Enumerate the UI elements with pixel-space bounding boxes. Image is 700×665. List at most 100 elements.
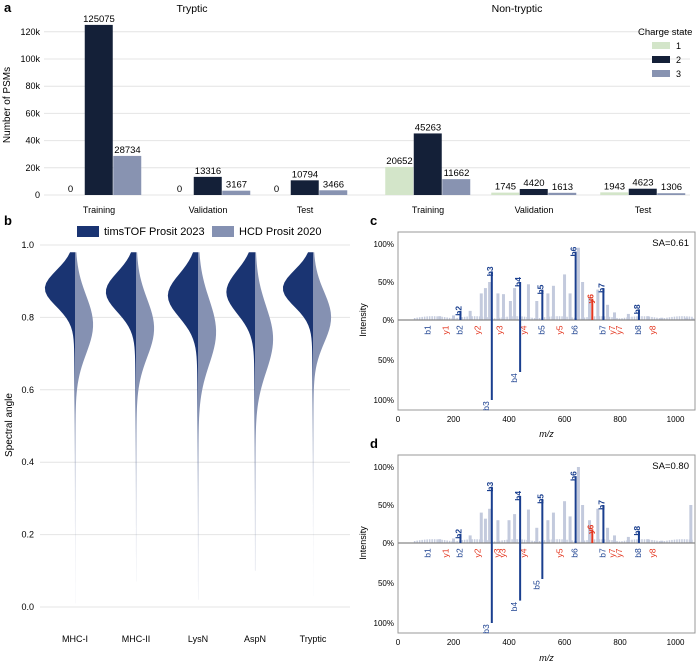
b-violin-hcd bbox=[313, 252, 332, 597]
c-top-ion-label: b8 bbox=[632, 304, 642, 314]
c-top-ion-label: b3 bbox=[485, 266, 495, 276]
d-bottom-ion-label: b2 bbox=[454, 548, 464, 558]
a-bar-value-label: 1613 bbox=[552, 182, 573, 193]
c-x-tick-label: 1000 bbox=[667, 415, 685, 424]
c-y-tick-label: 100% bbox=[374, 396, 394, 405]
a-y-ticks: 0 20k 40k 60k 80k 100k 120k bbox=[20, 27, 40, 200]
d-y-tick-label: 0% bbox=[382, 539, 394, 548]
b-legend-label-hcd: HCD Prosit 2020 bbox=[239, 226, 322, 238]
a-bar-charge3 bbox=[319, 190, 348, 195]
d-x-tick-label: 600 bbox=[558, 638, 572, 647]
b-y-tick-label: 0.2 bbox=[21, 530, 34, 540]
a-category-label: Training bbox=[83, 205, 115, 215]
panel-b-violin-chart: timsTOF Prosit 2023 HCD Prosit 2020 0.0 0… bbox=[4, 226, 350, 644]
c-y-tick-label: 0% bbox=[382, 316, 394, 325]
d-y-axis-label: Intensity bbox=[358, 526, 368, 560]
d-top-ion-label: y5 bbox=[554, 548, 564, 557]
a-bar-charge2 bbox=[519, 188, 548, 195]
a-bar-charge2 bbox=[193, 176, 222, 195]
a-bar-value-label: 3167 bbox=[226, 180, 247, 191]
c-y-axis-label: Intensity bbox=[358, 303, 368, 337]
a-bar-charge3 bbox=[657, 193, 686, 195]
d-x-tick-label: 0 bbox=[396, 638, 401, 647]
c-top-ion-label: y1 bbox=[441, 325, 451, 334]
a-legend-label-3: 3 bbox=[676, 69, 681, 79]
a-bar-charge2 bbox=[290, 180, 319, 195]
d-x-tick-label: 200 bbox=[447, 638, 461, 647]
d-y-tick-label: 50% bbox=[378, 501, 394, 510]
b-legend: timsTOF Prosit 2023 HCD Prosit 2020 bbox=[77, 226, 322, 238]
b-y-tick-label: 0.0 bbox=[21, 602, 34, 612]
a-bar-value-label: 0 bbox=[177, 184, 182, 195]
a-bar-charge3 bbox=[222, 190, 251, 195]
c-top-ion-label: b1 bbox=[423, 325, 433, 335]
a-legend-swatch-1 bbox=[652, 42, 670, 49]
a-bar-value-label: 1306 bbox=[661, 182, 682, 193]
b-category-label: LysN bbox=[188, 634, 208, 644]
b-y-ticks: 0.0 0.2 0.4 0.6 0.8 1.0 bbox=[21, 240, 34, 612]
d-bottom-ion-label: b3 bbox=[481, 624, 491, 634]
c-x-tick-label: 0 bbox=[396, 415, 401, 424]
b-category-labels: MHC-I MHC-II LysN AspN Tryptic bbox=[62, 634, 327, 644]
d-bottom-ion-label: b6 bbox=[570, 548, 580, 558]
c-bottom-ion-label: b4 bbox=[509, 373, 519, 383]
a-bar-labels: 0 125075 28734 0 13316 3167 0 10794 3466 20652 452… bbox=[68, 14, 682, 195]
a-category-label: Validation bbox=[189, 205, 228, 215]
d-top-ion-label: y7 bbox=[614, 548, 624, 557]
b-violin-hcd bbox=[136, 252, 155, 582]
c-bottom-ion-label: b6 bbox=[570, 325, 580, 335]
c-top-ion-label: y7 bbox=[607, 325, 617, 334]
a-group-title-tryptic: Tryptic bbox=[176, 3, 207, 15]
a-legend: Charge state 1 2 3 bbox=[638, 27, 692, 79]
b-y-axis-label: Spectral angle bbox=[4, 393, 15, 457]
a-category-label: Training bbox=[412, 205, 444, 215]
c-top-ion-label: b6 bbox=[569, 246, 579, 256]
b-legend-swatch-timstof bbox=[77, 226, 99, 237]
d-bottom-ion-label: b5 bbox=[531, 580, 541, 590]
a-legend-swatch-3 bbox=[652, 70, 670, 77]
a-bar-charge2 bbox=[84, 24, 113, 196]
d-top-ion-label: b2 bbox=[453, 529, 463, 539]
d-top-ion-label: b3 bbox=[485, 482, 495, 492]
a-bar-value-label: 4420 bbox=[523, 178, 544, 189]
a-bar-charge2 bbox=[628, 188, 657, 195]
a-y-tick-label: 20k bbox=[25, 163, 40, 173]
a-legend-swatch-2 bbox=[652, 56, 670, 63]
c-x-tick-label: 400 bbox=[502, 415, 516, 424]
a-bar-charge2 bbox=[413, 133, 442, 195]
c-top-ion-label: b5 bbox=[535, 284, 545, 294]
b-category-label: Tryptic bbox=[300, 634, 327, 644]
a-group-title-non-tryptic: Non-tryptic bbox=[492, 3, 543, 15]
d-top-ion-label: b1 bbox=[423, 548, 433, 558]
a-bar-charge1 bbox=[600, 192, 629, 195]
b-violin-hcd bbox=[75, 252, 94, 604]
c-top-ion-label: b2 bbox=[453, 306, 463, 316]
c-y-tick-label: 50% bbox=[378, 278, 394, 287]
d-x-tick-label: 800 bbox=[613, 638, 627, 647]
b-violin-timstof bbox=[167, 252, 198, 600]
a-category-label: Test bbox=[297, 205, 314, 215]
b-y-tick-label: 0.8 bbox=[21, 312, 34, 322]
a-bar-value-label: 0 bbox=[68, 184, 73, 195]
d-top-ion-label: b7 bbox=[596, 500, 606, 510]
c-bottom-ion-label: b7 bbox=[597, 325, 607, 335]
a-bar-charge3 bbox=[442, 179, 471, 195]
a-bar-value-label: 11662 bbox=[444, 168, 470, 179]
b-y-tick-label: 1.0 bbox=[21, 240, 34, 250]
c-top-ion-label: y5 bbox=[554, 325, 564, 334]
a-bar-value-label: 10794 bbox=[292, 169, 318, 180]
a-category-labels: Training Validation Test Training Validation… bbox=[83, 205, 652, 215]
panel-d-mirror-spectrum: 100% 50% 0% 50% 100% Intensity 0 200 400 600 800 10… bbox=[358, 454, 696, 663]
d-top-ion-label: y3 bbox=[492, 548, 502, 557]
d-bottom-ion-label: b4 bbox=[509, 602, 519, 612]
d-bottom-ion-label: b8 bbox=[633, 548, 643, 558]
c-top-ion-label: y6 bbox=[585, 294, 595, 304]
c-x-tick-label: 200 bbox=[447, 415, 461, 424]
c-bottom-ion-label: b2 bbox=[454, 325, 464, 335]
a-gridlines bbox=[44, 31, 690, 196]
a-bar-charge1 bbox=[491, 192, 520, 195]
a-y-tick-label: 100k bbox=[20, 54, 40, 64]
d-top-ion-label: y1 bbox=[441, 548, 451, 557]
a-bar-value-label: 4623 bbox=[632, 178, 653, 189]
b-violin-hcd bbox=[255, 252, 274, 571]
